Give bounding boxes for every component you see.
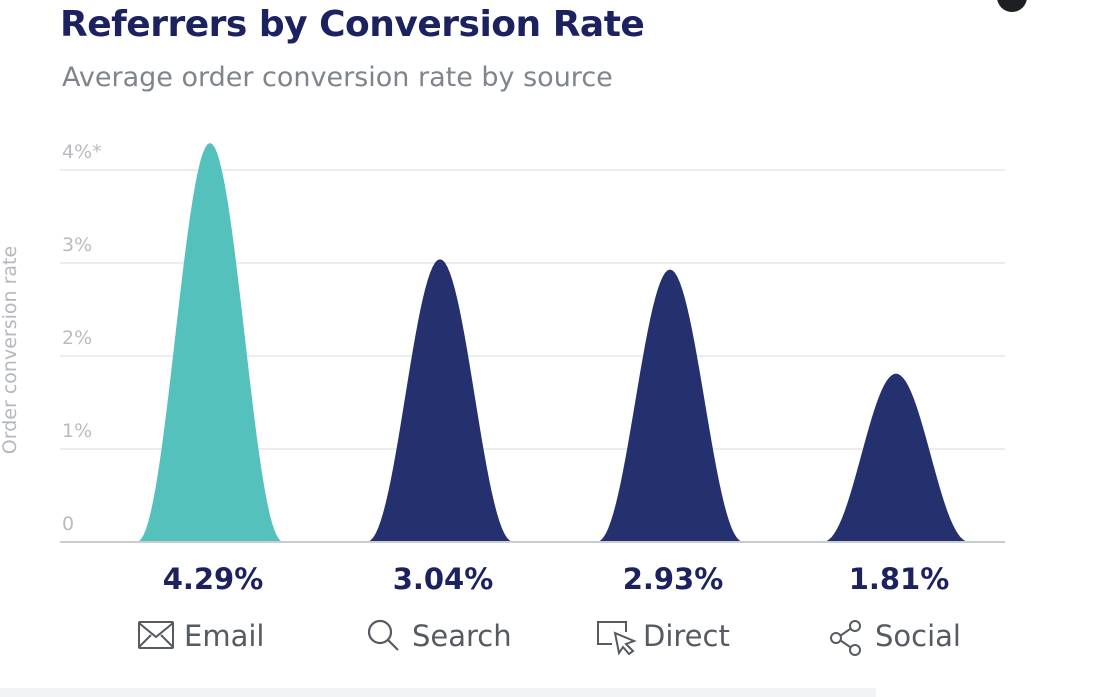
bottom-strip bbox=[0, 688, 876, 697]
category-label: Direct bbox=[643, 619, 730, 653]
category-direct: Direct bbox=[597, 619, 730, 656]
y-tick-label: 3% bbox=[62, 234, 92, 256]
category-label: Search bbox=[412, 619, 512, 653]
peak-search bbox=[366, 259, 514, 542]
y-tick-label: 2% bbox=[62, 327, 92, 349]
category-search: Search bbox=[367, 619, 512, 653]
y-tick-label: 4%* bbox=[62, 141, 102, 163]
peak-direct bbox=[596, 269, 744, 542]
value-label: 2.93% bbox=[623, 562, 724, 596]
value-label: 1.81% bbox=[849, 562, 950, 596]
search-icon bbox=[367, 619, 399, 651]
y-tick-label: 0 bbox=[62, 513, 74, 535]
y-tick-label: 1% bbox=[62, 420, 92, 442]
corner-dot-icon bbox=[997, 0, 1027, 12]
chart-subtitle: Average order conversion rate by source bbox=[62, 62, 613, 93]
category-label: Email bbox=[184, 619, 264, 653]
value-label: 4.29% bbox=[163, 562, 264, 596]
category-label: Social bbox=[875, 619, 961, 653]
value-label: 3.04% bbox=[393, 562, 494, 596]
peak-email bbox=[136, 143, 284, 542]
share-icon bbox=[830, 620, 861, 656]
category-social: Social bbox=[830, 619, 961, 656]
category-email: Email bbox=[138, 619, 264, 653]
envelope-icon bbox=[138, 621, 174, 649]
cursor-icon bbox=[597, 621, 637, 656]
peak-social bbox=[822, 373, 970, 542]
chart-title: Referrers by Conversion Rate bbox=[60, 4, 645, 45]
